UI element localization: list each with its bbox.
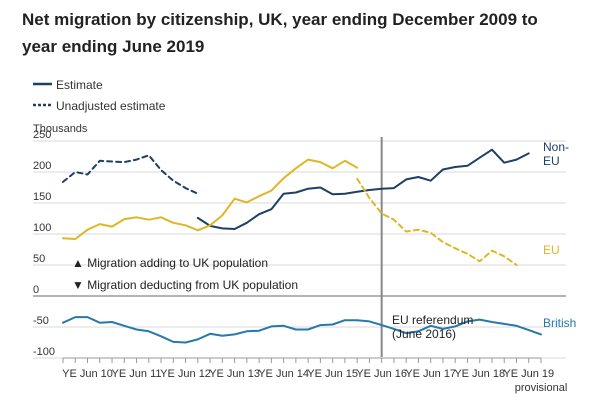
series-line-non-eu-unadjusted-estimate bbox=[62, 154, 199, 195]
x-tick-label: YE Jun 16 bbox=[356, 368, 407, 380]
y-axis-label: Thousands bbox=[33, 123, 88, 135]
x-tick-label: YE Jun 13 bbox=[209, 368, 260, 380]
chart-title: Net migration by citizenship, UK, year e… bbox=[22, 6, 582, 60]
series-label-non-eu-line-2: EU bbox=[543, 154, 560, 168]
series-label-british: British bbox=[543, 316, 576, 330]
x-tick-label-provisional: provisional bbox=[515, 382, 568, 394]
x-tick-label: YE Jun 11 bbox=[112, 368, 162, 380]
series-line-eu-provisional bbox=[356, 177, 518, 266]
chart-title-line-1: Net migration by citizenship, UK, year e… bbox=[22, 10, 538, 29]
annotation-adding: ▲ Migration adding to UK population bbox=[72, 256, 268, 270]
y-tick-label: 100 bbox=[33, 222, 51, 234]
legend-estimate-label: Estimate bbox=[56, 78, 103, 92]
x-tick-label: YE Jun 18 bbox=[454, 368, 505, 380]
y-tick-label: 50 bbox=[33, 253, 45, 265]
y-tick-label: 150 bbox=[33, 191, 51, 203]
y-tick-label: -50 bbox=[33, 315, 49, 327]
series-line-eu-estimate bbox=[62, 158, 359, 240]
series-line-non-eu-estimate bbox=[196, 148, 530, 230]
x-tick-label: YE Jun 17 bbox=[405, 368, 456, 380]
y-tick-label: 250 bbox=[33, 129, 51, 141]
y-tick-label: -100 bbox=[33, 346, 55, 358]
x-tick-label: YE Jun 19 bbox=[503, 368, 554, 380]
x-tick-label: YE Jun 10 bbox=[62, 368, 113, 380]
y-tick-label: 200 bbox=[33, 160, 51, 172]
series-label-non-eu-line-1: Non- bbox=[543, 140, 569, 154]
chart-title-line-2: year ending June 2019 bbox=[22, 37, 205, 56]
y-tick-label: 0 bbox=[33, 284, 39, 296]
series-label-eu: EU bbox=[543, 243, 560, 257]
x-tick-label: YE Jun 15 bbox=[307, 368, 358, 380]
series-line-british-estimate bbox=[62, 316, 542, 344]
x-tick-label: YE Jun 12 bbox=[160, 368, 211, 380]
annotation-referendum-line-1: EU referendum bbox=[392, 313, 473, 327]
annotation-deducting: ▼ Migration deducting from UK population bbox=[72, 278, 298, 292]
legend: Estimate Unadjusted estimate bbox=[33, 78, 166, 113]
legend-unadjusted-label: Unadjusted estimate bbox=[56, 99, 166, 113]
x-tick-label: YE Jun 14 bbox=[258, 368, 309, 380]
annotation-referendum-line-2: (June 2016) bbox=[392, 327, 456, 341]
